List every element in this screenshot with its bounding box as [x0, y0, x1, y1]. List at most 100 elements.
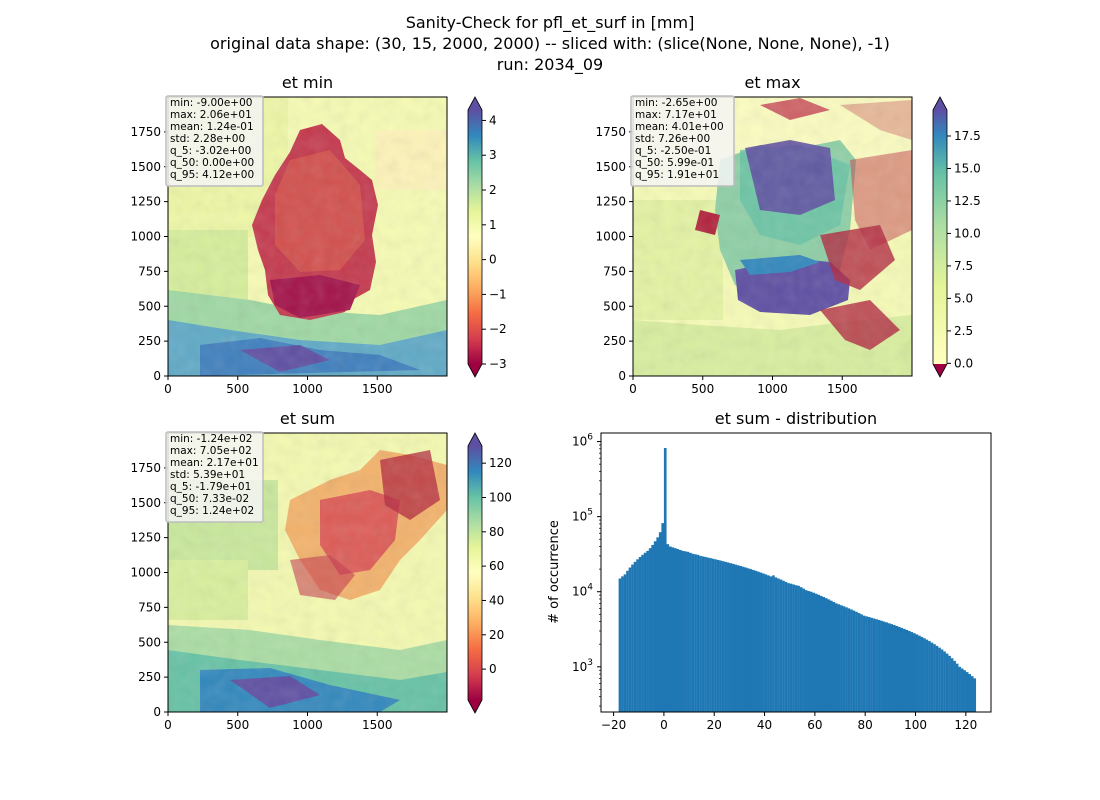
y-tick-label: 250: [603, 334, 626, 348]
x-tick-label: 100: [904, 718, 927, 732]
y-axis: 103 104 105 106: [572, 433, 601, 707]
y-tick-label: 1250: [595, 195, 626, 209]
stats-line: q_50: 5.99e-01: [635, 157, 714, 169]
y-tick-label: 103: [572, 658, 593, 674]
histogram-bar: [890, 624, 894, 712]
histogram-bar: [968, 674, 972, 712]
colorbar-gradient: [933, 110, 947, 364]
y-tick-label: 1500: [130, 496, 161, 510]
histogram-bar: [804, 590, 808, 712]
histogram-bar: [827, 599, 831, 712]
histogram-bar: [618, 578, 622, 712]
histogram-bar: [641, 554, 644, 712]
histogram-bar: [938, 647, 941, 712]
histogram-bar: [847, 608, 851, 712]
colorbar-outline: [467, 432, 483, 714]
stats-line: min: -2.65e+00: [635, 97, 717, 109]
histogram-bar: [824, 598, 828, 712]
colorbar-extend-min: [933, 364, 947, 377]
y-tick-label: 1000: [595, 230, 626, 244]
histogram-bar: [638, 556, 642, 712]
plot-frame: [600, 432, 992, 713]
histogram-bar: [759, 572, 763, 712]
colorbar-tick-label: 5.0: [954, 291, 973, 305]
histogram-bar: [651, 544, 654, 712]
x-tick-label: 1500: [362, 382, 393, 396]
histogram-bar: [684, 551, 687, 712]
y-tick-label: 1250: [130, 195, 161, 209]
stats-line: mean: 4.01e+00: [635, 121, 724, 133]
histogram-bar: [835, 603, 838, 712]
histogram-bar: [792, 584, 795, 712]
histogram-bar: [736, 565, 740, 712]
x-tick-label: −20: [601, 718, 626, 732]
histogram-bar: [762, 573, 765, 712]
histogram-bar: [633, 561, 637, 712]
colorbar-tick-label: −2: [489, 322, 507, 336]
histogram-bar: [666, 544, 670, 712]
histogram-bar: [731, 563, 735, 712]
x-tick-label: 1500: [362, 718, 393, 732]
panel-et-min: et min 0 500 1000 1500 0 250 500 750 1000 1250 15…: [130, 73, 506, 396]
histogram-bars: [618, 448, 977, 712]
histogram-bar: [925, 639, 929, 712]
histogram-bar: [963, 670, 966, 712]
histogram-bar: [623, 574, 627, 712]
histogram-bar: [706, 557, 710, 712]
y-tick-label: 1500: [595, 160, 626, 174]
histogram-bar: [940, 649, 944, 712]
panel-title: et max: [744, 73, 800, 92]
histogram-bar: [837, 604, 841, 712]
histogram-bar: [631, 564, 634, 712]
y-axis: 0 250 500 750 1000 1250 1500 1750: [130, 461, 168, 719]
y-tick-label: 1750: [130, 125, 161, 139]
colorbar-tick-label: 40: [489, 593, 504, 607]
histogram-bar: [867, 617, 871, 712]
histogram-bar: [726, 562, 730, 712]
histogram-bar: [628, 567, 632, 712]
histogram-bar: [829, 600, 833, 712]
colorbar-tick-label: 4: [489, 113, 497, 127]
stats-line: q_5: -1.79e+01: [170, 481, 251, 493]
panel-title: et min: [282, 73, 333, 92]
y-tick-label: 0: [153, 369, 161, 383]
histogram-bar: [887, 623, 891, 712]
colorbar-gradient: [468, 110, 482, 364]
histogram-bar: [704, 556, 707, 712]
histogram-bar: [822, 597, 826, 712]
histogram-bar: [769, 576, 773, 712]
histogram-bar: [646, 550, 649, 712]
y-tick-label: 750: [138, 264, 161, 278]
histogram-bar: [746, 568, 750, 712]
histogram-bar: [767, 575, 770, 712]
suptitle-line-3: run: 2034_09: [496, 55, 604, 74]
x-tick-label: 500: [226, 382, 249, 396]
y-tick-label: 250: [138, 334, 161, 348]
histogram-bar: [819, 595, 823, 712]
histogram-bar: [902, 628, 906, 712]
colorbar-tick-label: 80: [489, 525, 504, 539]
histogram-bar: [807, 591, 810, 712]
x-tick-label: 1000: [292, 718, 323, 732]
colorbar-tick-label: 12.5: [954, 194, 981, 208]
colorbar-tick-label: 120: [489, 456, 512, 470]
histogram-bar: [918, 635, 921, 712]
colorbar-tick-label: 0: [489, 662, 497, 676]
histogram-bar: [694, 554, 697, 712]
histogram-bar: [905, 629, 909, 712]
x-tick-label: 1000: [292, 382, 323, 396]
histogram-bar: [764, 574, 768, 712]
histogram-bar: [716, 559, 720, 712]
histogram-bar: [948, 655, 951, 712]
stats-line: std: 2.28e+00: [170, 133, 245, 145]
histogram-bar: [943, 651, 946, 712]
histogram-bar: [636, 559, 639, 712]
stats-box: min: -9.00e+00 max: 2.06e+01 mean: 1.24e…: [165, 95, 264, 187]
histogram-bar: [668, 546, 672, 712]
histogram-bar: [741, 566, 745, 712]
histogram-bar: [923, 638, 926, 712]
x-axis: 0 500 1000 1500: [164, 712, 393, 732]
histogram-bar: [870, 617, 873, 712]
stats-line: std: 7.26e+00: [635, 133, 710, 145]
